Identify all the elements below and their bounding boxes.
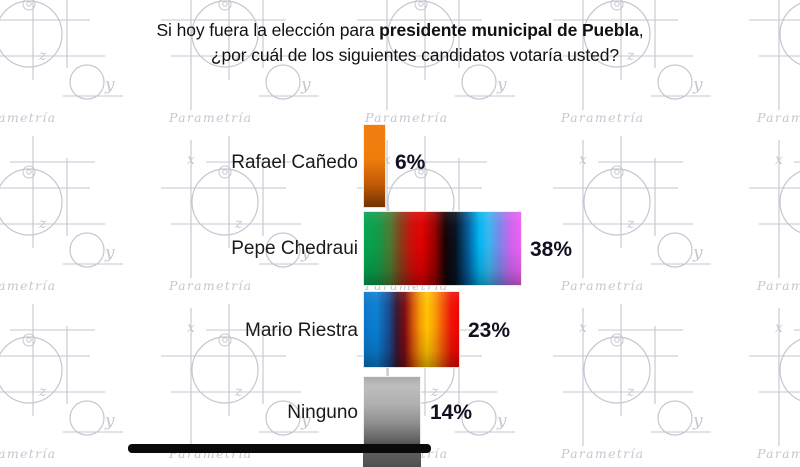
bar-mario-riestra: [363, 291, 460, 368]
title-line-1-bold: presidente municipal de Puebla: [379, 20, 639, 40]
bar-ninguno-overflow: [363, 452, 421, 467]
title-line-1-suffix: ,: [638, 20, 644, 40]
bar-category-label-2: Mario Riestra: [245, 320, 358, 341]
bar-value-label-2: 23%: [468, 319, 511, 342]
bar-outline: [363, 291, 460, 368]
bar-category-label-0: Rafael Cañedo: [231, 152, 358, 173]
bar-value-label-0: 6%: [395, 151, 426, 174]
title-line-1-prefix: Si hoy fuera la elección para: [156, 20, 380, 40]
title-line-1: Si hoy fuera la elección para presidente…: [60, 18, 740, 43]
bar-category-label-1: Pepe Chedraui: [231, 238, 358, 259]
title-line-2: ¿por cuál de los siguientes candidatos v…: [210, 44, 620, 65]
slide-title: Si hoy fuera la elección para presidente…: [60, 18, 740, 68]
bar-pepe-chedraui: [363, 211, 522, 286]
bar-ninguno: [363, 376, 421, 447]
bar-outline: [363, 211, 522, 286]
bar-rafael-canedo: [363, 124, 386, 208]
bar-value-label-3: 14%: [430, 401, 473, 424]
bar-outline: [363, 376, 421, 447]
bar-fill: [363, 452, 421, 467]
bar-outline: [363, 124, 386, 208]
chart-baseline: [128, 444, 431, 453]
bar-value-label-1: 38%: [530, 238, 573, 261]
bar-category-label-3: Ninguno: [287, 402, 358, 423]
